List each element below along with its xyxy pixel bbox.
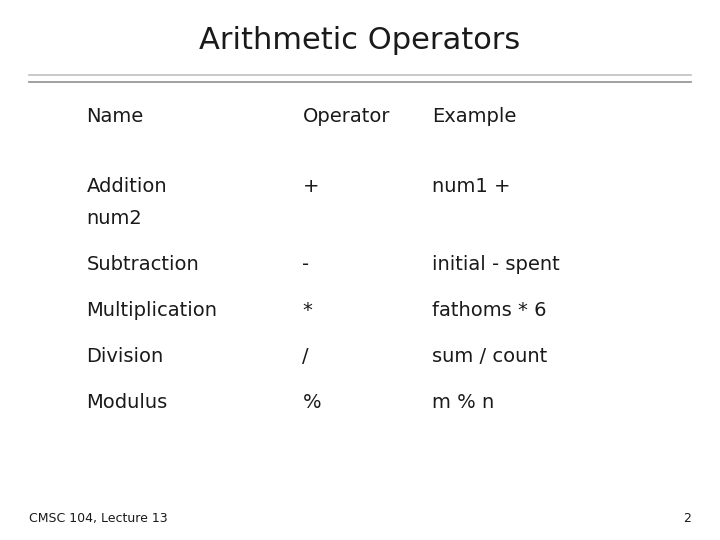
- Text: Division: Division: [86, 347, 163, 366]
- Text: %: %: [302, 393, 321, 412]
- Text: Subtraction: Subtraction: [86, 255, 199, 274]
- Text: Arithmetic Operators: Arithmetic Operators: [199, 26, 521, 55]
- Text: num2: num2: [86, 209, 142, 228]
- Text: fathoms * 6: fathoms * 6: [432, 301, 546, 320]
- Text: Addition: Addition: [86, 177, 167, 196]
- Text: Operator: Operator: [302, 106, 390, 126]
- Text: *: *: [302, 301, 312, 320]
- Text: Example: Example: [432, 106, 516, 126]
- Text: CMSC 104, Lecture 13: CMSC 104, Lecture 13: [29, 512, 168, 525]
- Text: num1 +: num1 +: [432, 177, 510, 196]
- Text: 2: 2: [683, 512, 691, 525]
- Text: +: +: [302, 177, 319, 196]
- Text: Modulus: Modulus: [86, 393, 168, 412]
- Text: /: /: [302, 347, 309, 366]
- Text: Name: Name: [86, 106, 144, 126]
- Text: initial - spent: initial - spent: [432, 255, 559, 274]
- Text: m % n: m % n: [432, 393, 494, 412]
- Text: sum / count: sum / count: [432, 347, 547, 366]
- Text: -: -: [302, 255, 310, 274]
- Text: Multiplication: Multiplication: [86, 301, 217, 320]
